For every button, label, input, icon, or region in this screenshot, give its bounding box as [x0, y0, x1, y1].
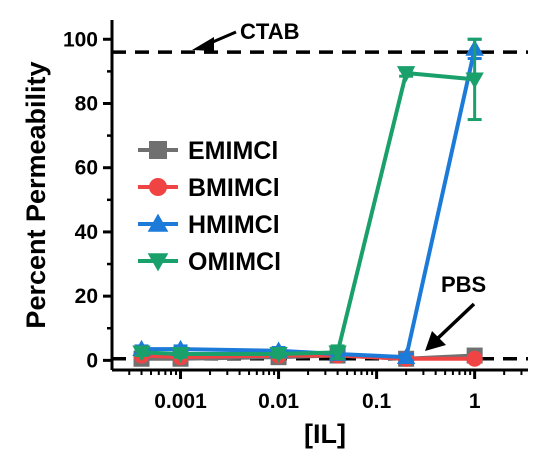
data-point — [269, 347, 288, 364]
y-tick-label: 60 — [75, 157, 98, 180]
data-point — [328, 345, 347, 362]
series-omimcl — [132, 37, 484, 364]
series-line-hmimcl — [141, 48, 477, 360]
legend-item-bmimcl: BMIMCl — [138, 174, 280, 202]
legend-label: EMIMCl — [188, 137, 278, 165]
legend-marker — [149, 141, 167, 159]
x-axis-title: [IL] — [304, 419, 346, 449]
data-point — [171, 347, 190, 364]
data-point — [132, 345, 151, 362]
legend-label: BMIMCl — [188, 174, 280, 202]
legend-item-omimcl: OMIMCl — [138, 248, 281, 276]
data-point — [396, 66, 416, 83]
x-tick-label: 0.001 — [154, 390, 207, 413]
legend-marker — [147, 213, 169, 232]
y-tick-label: 40 — [75, 221, 98, 244]
legend-marker — [147, 253, 169, 272]
y-axis-title: Percent Permeability — [21, 61, 51, 328]
pbs-label: PBS — [441, 272, 486, 297]
ctab-label: CTAB — [240, 19, 299, 44]
legend-label: HMIMCl — [188, 211, 280, 239]
data-point — [396, 347, 416, 365]
data-point — [465, 72, 484, 89]
y-tick-label: 100 — [63, 28, 98, 51]
series-hmimcl — [132, 37, 484, 365]
x-tick-label: 0.01 — [258, 390, 299, 413]
pbs-arrow-shaft — [434, 302, 476, 342]
x-tick-label: 0.1 — [362, 390, 392, 413]
y-tick-label: 20 — [75, 285, 98, 308]
data-point — [466, 350, 483, 367]
y-tick-label: 0 — [86, 349, 98, 372]
legend-item-hmimcl: HMIMCl — [138, 211, 280, 239]
pbs-arrow-head — [425, 331, 446, 351]
legend-label: OMIMCl — [188, 248, 281, 276]
legend-marker — [149, 178, 167, 196]
x-tick-label: 1 — [469, 390, 481, 413]
legend-item-emimcl: EMIMCl — [138, 137, 278, 165]
ctab-arrow-head — [192, 37, 214, 51]
y-tick-label: 80 — [75, 92, 98, 115]
series-line-omimcl — [141, 70, 475, 356]
